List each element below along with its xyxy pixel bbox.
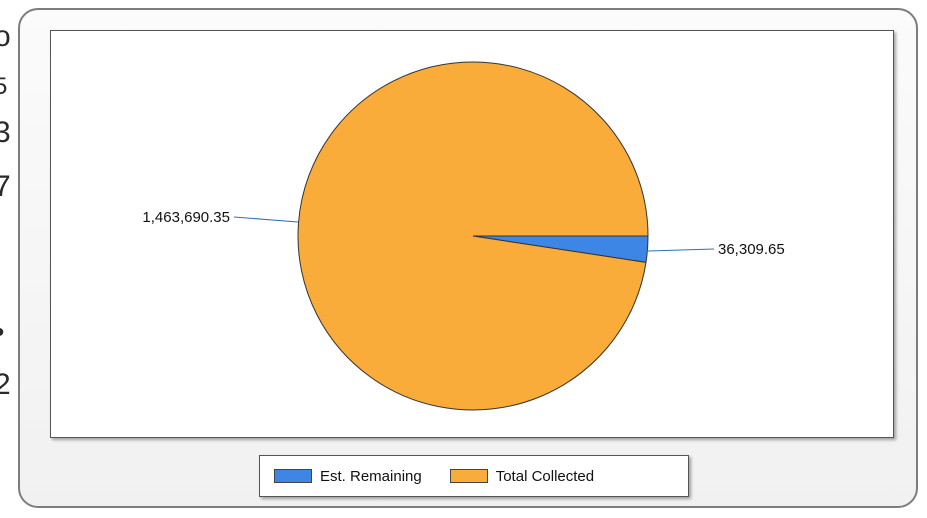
legend-swatch-total-collected: [449, 469, 488, 483]
edge-glyph: 3: [0, 116, 11, 149]
legend-label-total-collected: Total Collected: [495, 467, 595, 485]
edge-glyph: o: [0, 20, 11, 53]
data-label: 36,309.65: [718, 241, 785, 258]
legend-item-total-collected: Total Collected: [449, 467, 595, 485]
legend-swatch-est-remaining: [274, 469, 312, 483]
legend-item-est-remaining: Est. Remaining: [274, 468, 422, 485]
leader-line: [233, 216, 299, 223]
edge-glyph: 7: [0, 170, 11, 203]
legend-label-est-remaining: Est. Remaining: [320, 467, 422, 485]
pie-slice-total-collected: [297, 61, 649, 411]
edge-glyph: •: [0, 318, 18, 348]
clipped-left-edge: o 5 3 7 • 2: [0, 0, 18, 518]
edge-glyph: 2: [0, 368, 11, 401]
legend: Est. Remaining Total Collected: [259, 455, 689, 497]
data-label: 1,463,690.35: [142, 209, 230, 226]
leader-line: [647, 248, 715, 252]
edge-glyph: 5: [0, 73, 8, 100]
